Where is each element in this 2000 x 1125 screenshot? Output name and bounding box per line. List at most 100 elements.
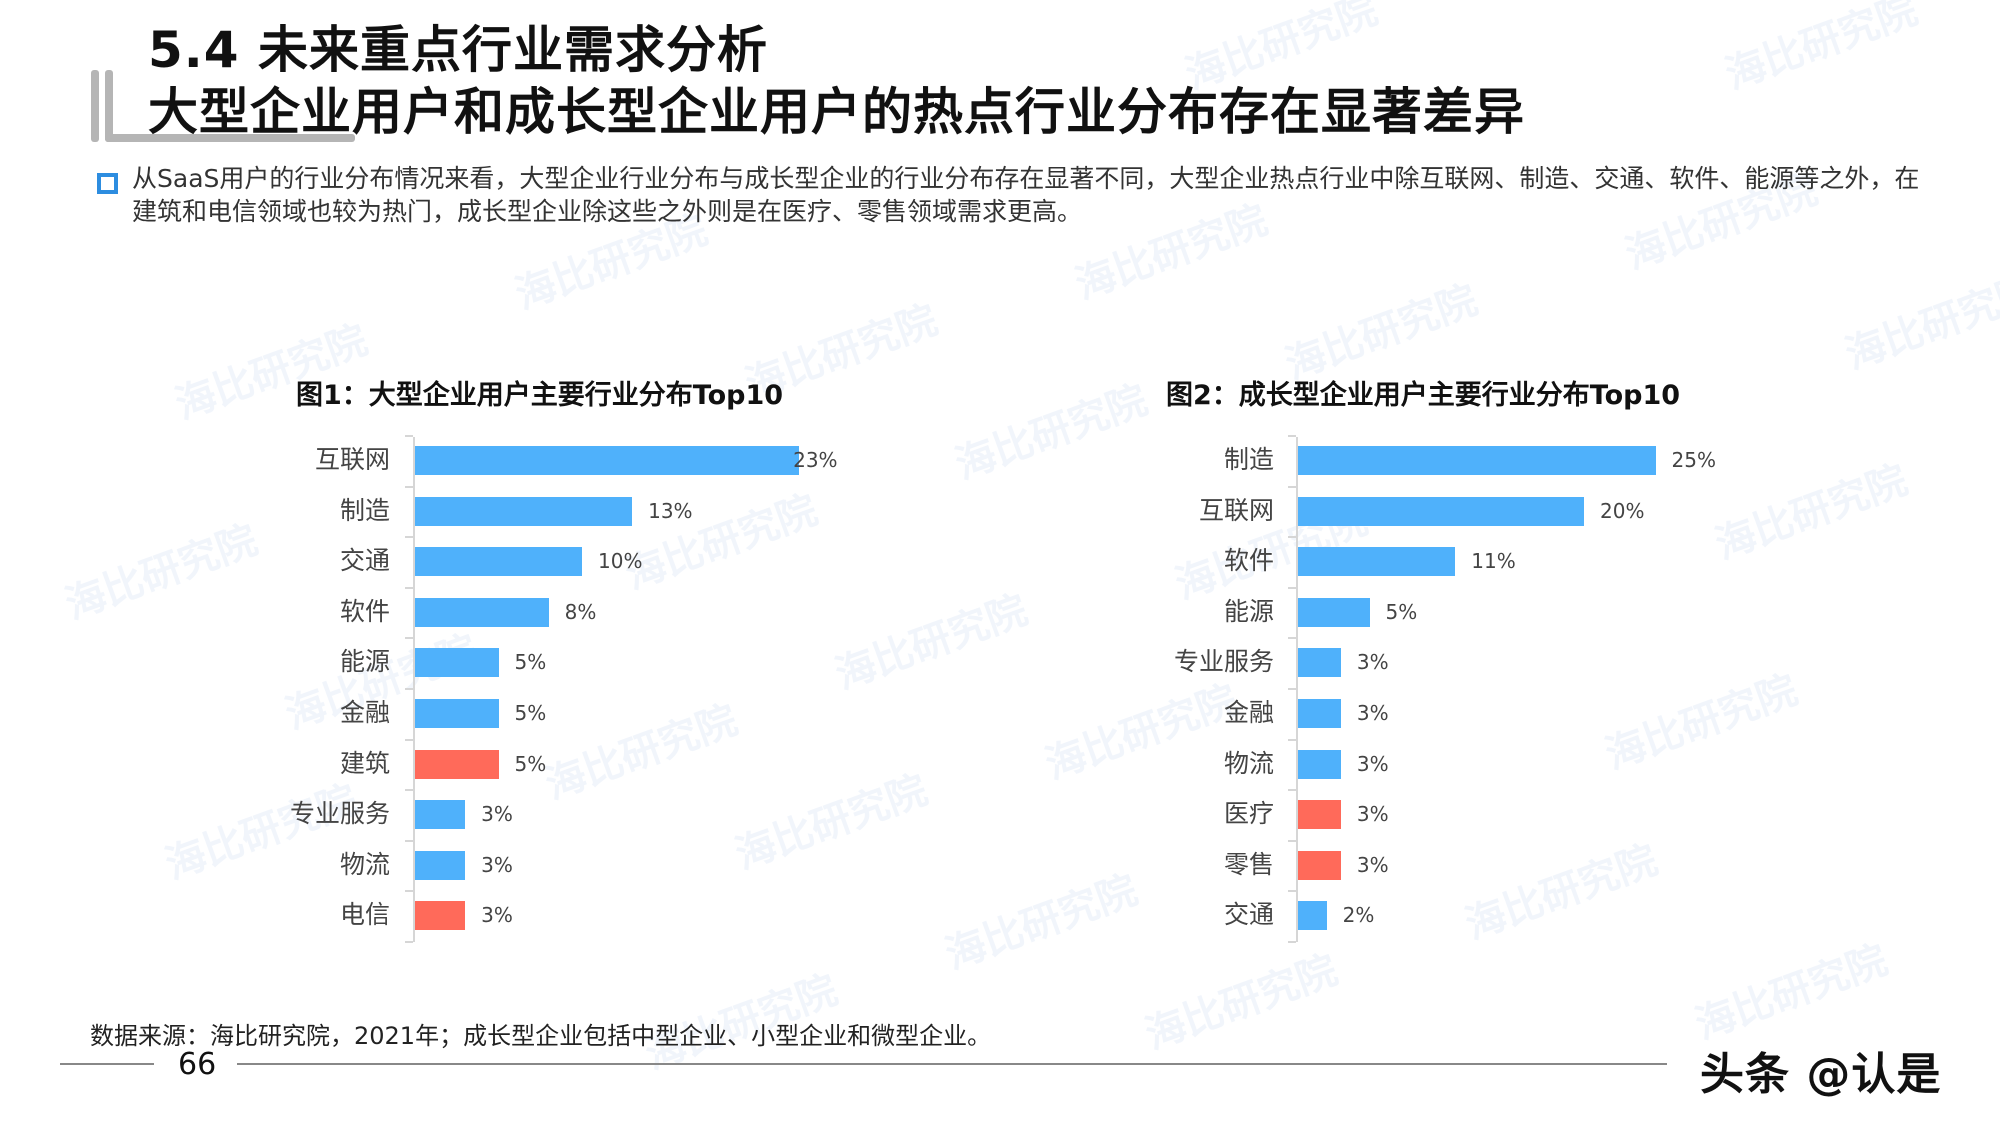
axis-tick	[405, 485, 413, 488]
bar	[1298, 597, 1370, 627]
bar	[415, 597, 549, 627]
bar-row: 互联网 23%	[0, 435, 2000, 485]
axis-tick	[1288, 839, 1296, 842]
value-label: 20%	[1600, 498, 1645, 523]
category-label: 交通	[339, 546, 390, 576]
category-label: 物流	[339, 849, 390, 879]
square-bullet-icon	[97, 173, 118, 194]
bar	[1298, 547, 1456, 577]
y-axis	[1296, 437, 1298, 942]
value-label: 13%	[648, 498, 693, 523]
bar-row: 交通 10%	[0, 536, 2000, 586]
value-label: 11%	[1471, 549, 1516, 574]
bar-row: 物流 3%	[0, 840, 2000, 890]
bar-row: 物流 3%	[0, 739, 2000, 789]
value-label: 5%	[514, 650, 547, 675]
bar-row: 能源 5%	[0, 587, 2000, 637]
category-label: 互联网	[314, 445, 390, 474]
category-label: 制造	[339, 495, 390, 525]
value-label: 5%	[514, 751, 547, 776]
value-label: 3%	[1356, 650, 1389, 675]
bar	[1298, 496, 1584, 526]
bar	[415, 446, 800, 475]
bar	[415, 901, 466, 931]
bar	[415, 547, 582, 577]
category-label: 建筑	[339, 748, 390, 778]
bar-row: 交通 2%	[0, 890, 2000, 940]
page-number: 66	[178, 1047, 217, 1082]
bar	[415, 850, 466, 880]
bar	[1298, 901, 1327, 931]
axis-tick	[1288, 941, 1296, 943]
category-label: 能源	[1223, 596, 1274, 626]
category-label: 专业服务	[1173, 647, 1274, 677]
footer-divider	[60, 1063, 154, 1065]
bar-row: 制造 13%	[0, 486, 2000, 536]
bar	[1298, 749, 1341, 779]
category-label: 互联网	[1198, 495, 1274, 525]
value-label: 8%	[564, 599, 597, 624]
category-label: 物流	[1223, 748, 1274, 778]
axis-tick	[405, 688, 413, 690]
summary-text: 从SaaS用户的行业分布情况来看，大型企业行业分布与成长型企业的行业分布存在显著…	[132, 164, 1920, 226]
axis-tick	[1288, 586, 1296, 589]
axis-tick	[405, 637, 413, 640]
bar-row: 互联网 20%	[0, 486, 2000, 536]
bar	[1298, 446, 1656, 475]
axis-tick	[1288, 536, 1296, 539]
axis-tick	[405, 789, 413, 792]
brand-watermark: 头条 @认是	[1700, 1049, 1942, 1100]
value-label: 3%	[1356, 751, 1389, 776]
bar	[415, 749, 499, 779]
bar-row: 电信 3%	[0, 890, 2000, 940]
bar-row: 医疗 3%	[0, 789, 2000, 839]
bar-row: 专业服务 3%	[0, 637, 2000, 687]
value-label: 2%	[1342, 903, 1375, 928]
category-label: 软件	[339, 596, 390, 626]
bar-row: 软件 8%	[0, 587, 2000, 637]
category-label: 交通	[1223, 900, 1274, 930]
value-label: 5%	[1385, 599, 1418, 624]
axis-tick	[405, 435, 413, 437]
axis-tick	[1288, 485, 1296, 488]
value-label: 3%	[1356, 802, 1389, 827]
bar-row: 软件 11%	[0, 536, 2000, 586]
title-accent-underline	[105, 134, 355, 142]
value-label: 25%	[1671, 448, 1716, 472]
bar-row: 零售 3%	[0, 840, 2000, 890]
bar-row: 金融 3%	[0, 688, 2000, 738]
bar	[415, 648, 499, 678]
bar	[1298, 800, 1341, 830]
watermark: 海比研究院	[1719, 0, 1924, 99]
watermark: 海比研究院	[1839, 266, 2000, 379]
category-label: 制造	[1223, 445, 1274, 474]
category-label: 医疗	[1223, 799, 1274, 829]
bar-row: 能源 5%	[0, 637, 2000, 687]
category-label: 专业服务	[289, 799, 390, 829]
watermark: 海比研究院	[1689, 936, 1894, 1049]
axis-tick	[1288, 738, 1296, 741]
bar-row: 专业服务 3%	[0, 789, 2000, 839]
title-accent-bar	[91, 70, 99, 142]
bar	[415, 800, 466, 830]
value-label: 3%	[1356, 701, 1389, 725]
value-label: 10%	[598, 549, 643, 574]
bar-row: 制造 25%	[0, 435, 2000, 485]
footer-divider	[237, 1063, 1667, 1065]
chart-title: 图2：成长型企业用户主要行业分布Top10	[1166, 380, 1681, 411]
axis-tick	[1288, 637, 1296, 640]
bar-row: 金融 5%	[0, 688, 2000, 738]
chart-title: 图1：大型企业用户主要行业分布Top10	[296, 380, 784, 411]
bar	[415, 496, 633, 526]
value-label: 3%	[481, 852, 513, 877]
axis-tick	[405, 941, 413, 943]
category-label: 能源	[339, 647, 390, 677]
axis-tick	[1288, 688, 1296, 690]
page-headline: 大型企业用户和成长型企业用户的热点行业分布存在显著差异	[148, 83, 1525, 141]
bar	[1298, 699, 1341, 728]
value-label: 3%	[1356, 852, 1389, 877]
bar	[415, 699, 499, 728]
value-label: 3%	[481, 903, 513, 928]
axis-tick	[1288, 435, 1296, 437]
category-label: 零售	[1223, 849, 1274, 879]
